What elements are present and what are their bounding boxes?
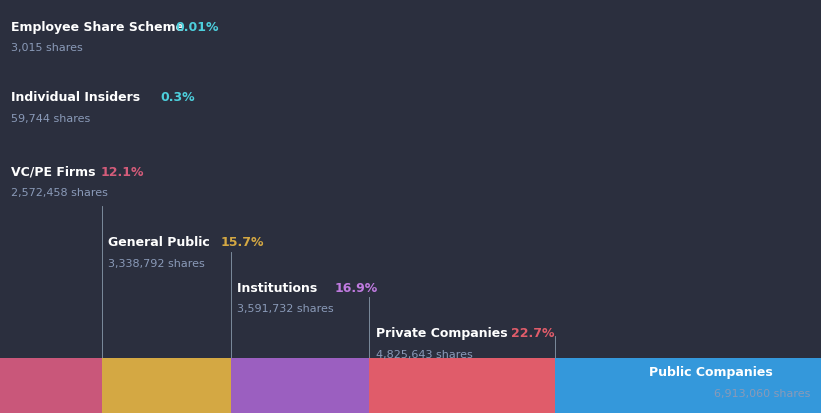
Text: 16.9%: 16.9%	[335, 281, 378, 294]
Text: Public Companies: Public Companies	[649, 366, 777, 378]
Text: Employee Share Scheme: Employee Share Scheme	[11, 21, 188, 33]
Text: Private Companies: Private Companies	[376, 326, 511, 339]
Text: 2,572,458 shares: 2,572,458 shares	[11, 188, 108, 198]
Text: 32.4%: 32.4%	[763, 366, 810, 378]
Text: 3,591,732 shares: 3,591,732 shares	[237, 304, 333, 313]
Text: VC/PE Firms: VC/PE Firms	[11, 165, 99, 178]
Text: 12.1%: 12.1%	[101, 165, 144, 178]
Bar	[2, 358, 102, 413]
Bar	[102, 358, 231, 413]
Text: 0.01%: 0.01%	[176, 21, 219, 33]
Text: 59,744 shares: 59,744 shares	[11, 114, 90, 123]
Text: 6,913,060 shares: 6,913,060 shares	[714, 388, 810, 398]
Bar	[555, 358, 821, 413]
Text: 3,338,792 shares: 3,338,792 shares	[108, 258, 205, 268]
Text: Institutions: Institutions	[237, 281, 322, 294]
Bar	[369, 358, 555, 413]
Text: 3,015 shares: 3,015 shares	[11, 43, 82, 53]
Bar	[0, 358, 2, 413]
Text: 0.3%: 0.3%	[161, 91, 195, 104]
Text: 15.7%: 15.7%	[221, 235, 264, 248]
Text: 22.7%: 22.7%	[511, 326, 554, 339]
Text: 4,825,643 shares: 4,825,643 shares	[376, 349, 472, 359]
Bar	[231, 358, 369, 413]
Text: Individual Insiders: Individual Insiders	[11, 91, 144, 104]
Text: General Public: General Public	[108, 235, 214, 248]
